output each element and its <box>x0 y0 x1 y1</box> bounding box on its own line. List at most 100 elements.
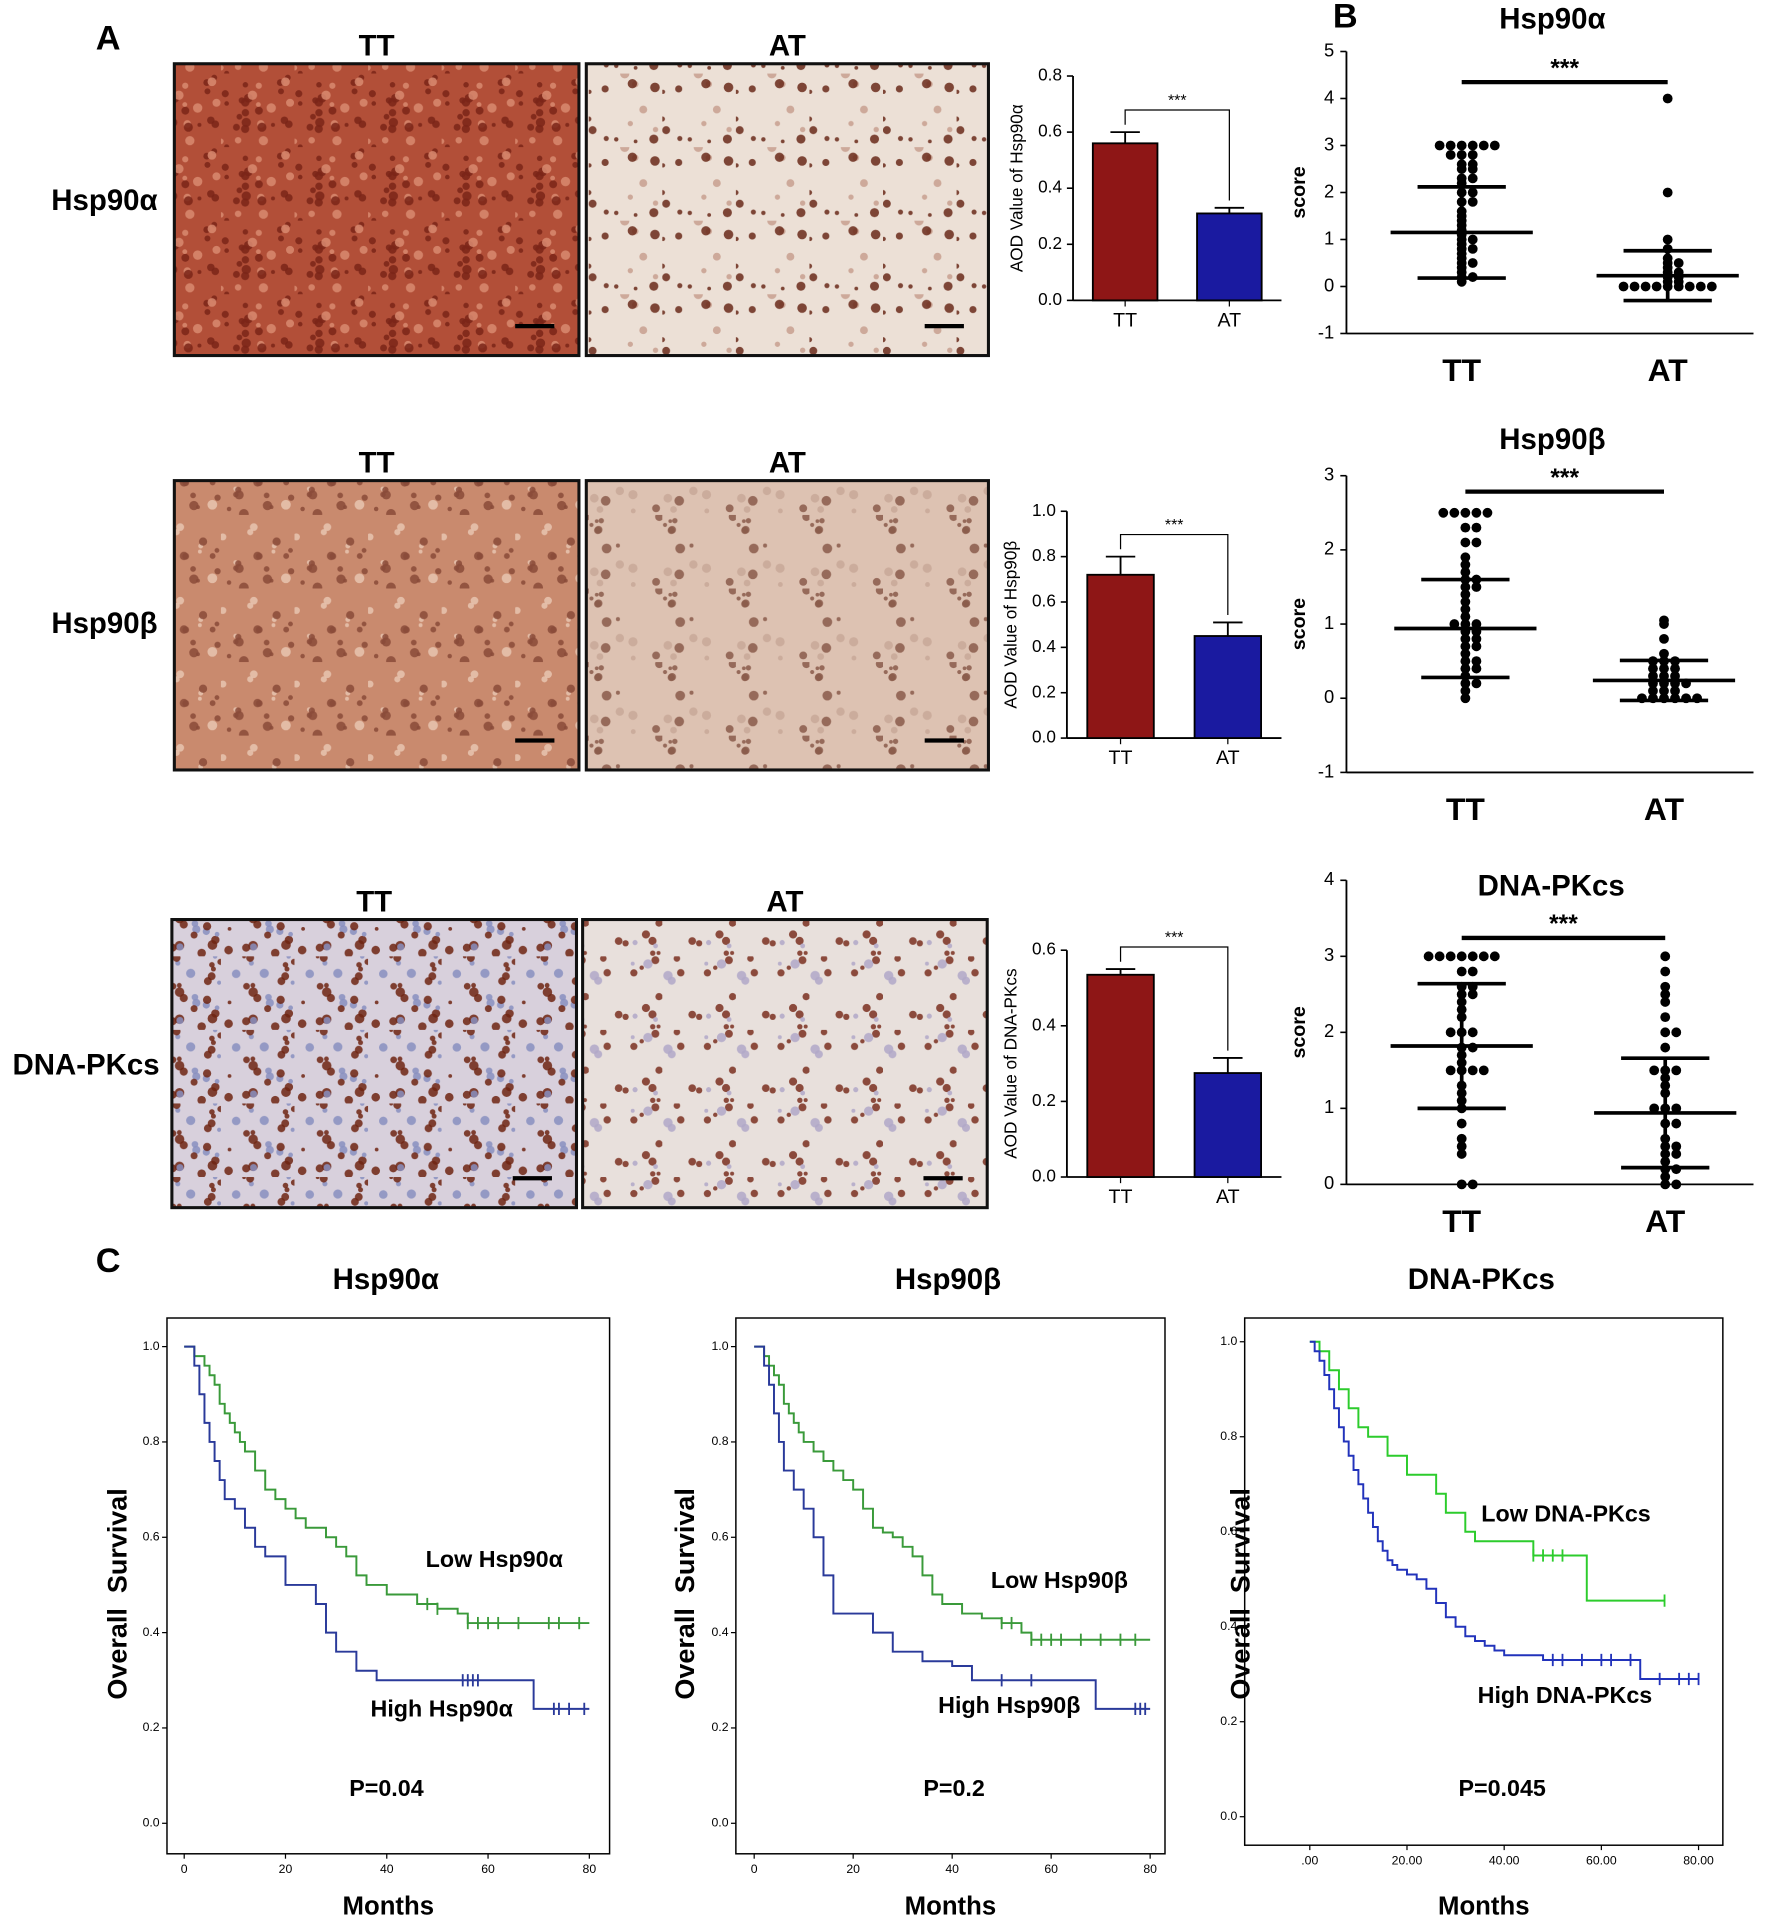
data-point <box>1648 663 1658 674</box>
x-axis-label: Months <box>343 1893 434 1920</box>
data-point <box>1671 1103 1682 1114</box>
data-point <box>1471 641 1482 652</box>
y-tick-label: 0.0 <box>1220 1809 1237 1823</box>
data-point <box>1456 149 1467 160</box>
image-title: TT <box>359 30 395 63</box>
bar <box>1086 573 1155 740</box>
significance-label: *** <box>1165 930 1184 947</box>
data-point <box>1660 1027 1671 1038</box>
significance-label: *** <box>1165 517 1184 534</box>
survival-curve <box>1309 1340 1665 1602</box>
y-tick-label: 0 <box>1324 274 1334 295</box>
bar <box>1091 142 1159 302</box>
ihc-image <box>584 479 990 772</box>
series-label: High Hsp90β <box>938 1692 1080 1718</box>
ihc-image <box>584 62 990 358</box>
data-point <box>1670 663 1680 674</box>
data-point <box>1460 685 1471 696</box>
x-tick-label: TT <box>1113 309 1137 331</box>
data-point <box>1662 234 1673 245</box>
data-point <box>1467 140 1478 151</box>
x-axis-label: Months <box>905 1893 996 1920</box>
data-point <box>1618 281 1629 292</box>
data-point <box>1467 1065 1478 1076</box>
y-axis-label: Overall Survival <box>670 1488 700 1699</box>
plot-frame <box>1243 1317 1724 1846</box>
data-point <box>1706 281 1717 292</box>
data-point <box>1456 1141 1467 1152</box>
ihc-image <box>170 918 579 1210</box>
bar <box>1086 973 1155 1178</box>
y-tick-label: 0.0 <box>1032 727 1056 747</box>
y-axis-label: Overall Survival <box>1225 1488 1255 1699</box>
significance-label: *** <box>1549 911 1578 938</box>
x-tick-label: TT <box>1446 791 1485 827</box>
bar <box>1193 1072 1263 1178</box>
data-point <box>1478 951 1489 962</box>
bar <box>1193 635 1263 740</box>
y-tick-label: 2 <box>1324 538 1334 559</box>
ihc-image <box>172 62 581 358</box>
p-value: P=0.04 <box>349 1775 423 1801</box>
x-tick-label: 60 <box>1044 1862 1058 1876</box>
x-tick-label: AT <box>1644 791 1685 827</box>
data-point <box>1671 1179 1682 1190</box>
ihc-image <box>172 479 581 772</box>
significance-bracket <box>1119 533 1229 616</box>
survival-curve <box>754 1345 1151 1641</box>
image-title: AT <box>766 885 803 918</box>
y-tick-label: 0.0 <box>711 1816 728 1830</box>
x-tick-label: 20.00 <box>1392 1853 1423 1867</box>
data-point <box>1449 619 1460 629</box>
x-tick-label: .00 <box>1301 1853 1318 1867</box>
data-point <box>1489 951 1500 962</box>
data-point <box>1671 1141 1682 1152</box>
survival-curve <box>1309 1340 1699 1680</box>
row-label: Hsp90β <box>51 607 157 640</box>
data-point <box>1478 1065 1489 1076</box>
chart-title: Hsp90β <box>895 1263 1001 1296</box>
data-point <box>1449 507 1460 518</box>
data-point <box>1460 567 1471 578</box>
data-point <box>1629 281 1640 292</box>
x-tick-label: 60 <box>481 1862 495 1876</box>
data-point <box>1467 966 1478 977</box>
data-point <box>1460 552 1471 563</box>
x-tick-label: AT <box>1216 1186 1240 1208</box>
data-point <box>1670 671 1680 681</box>
y-tick-label: 1.0 <box>1220 1334 1237 1348</box>
data-point <box>1673 281 1684 292</box>
series-label: Low DNA-PKcs <box>1481 1501 1650 1527</box>
y-tick-label: 0 <box>1324 1172 1334 1193</box>
y-tick-label: 3 <box>1324 133 1334 154</box>
x-tick-label: 60.00 <box>1586 1853 1617 1867</box>
data-point <box>1445 149 1456 160</box>
data-point <box>1456 1179 1467 1190</box>
data-point <box>1445 1065 1456 1076</box>
y-tick-label: 0.4 <box>711 1625 728 1639</box>
p-value: P=0.045 <box>1458 1775 1545 1801</box>
data-point <box>1660 981 1671 992</box>
y-axis-label: AOD Value of DNA-PKcs <box>1000 968 1020 1158</box>
data-point <box>1460 537 1471 548</box>
significance-bracket <box>1124 109 1230 201</box>
data-point <box>1482 507 1493 518</box>
data-point <box>1460 559 1471 570</box>
data-point <box>1438 507 1449 518</box>
y-tick-label: 0.4 <box>1032 1014 1056 1034</box>
data-point <box>1460 507 1471 518</box>
data-point <box>1660 951 1671 962</box>
x-tick-label: 80.00 <box>1683 1853 1714 1867</box>
data-point <box>1467 951 1478 962</box>
data-point <box>1660 997 1671 1007</box>
data-point <box>1659 633 1669 644</box>
panel-label: B <box>1333 0 1358 35</box>
data-point <box>1445 1027 1456 1038</box>
y-tick-label: 0.2 <box>1220 1714 1237 1728</box>
significance-label: *** <box>1550 465 1579 492</box>
data-point <box>1445 951 1456 962</box>
data-point <box>1660 1012 1671 1023</box>
x-axis-label: Months <box>1438 1893 1529 1920</box>
p-value: P=0.2 <box>923 1775 985 1801</box>
bar <box>1196 212 1263 302</box>
